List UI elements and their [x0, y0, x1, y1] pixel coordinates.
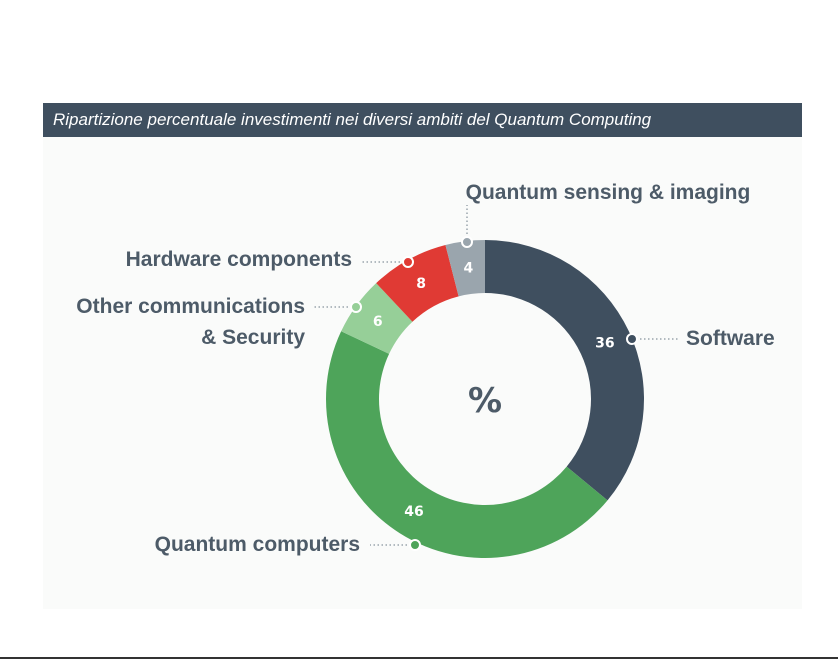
slice-label-1: Quantum computers	[155, 533, 360, 556]
slice-4	[445, 240, 485, 297]
slice-value-0: 36	[595, 336, 614, 352]
slice-1	[326, 331, 608, 558]
leader-dot-0	[626, 333, 638, 345]
slice-label-4: Quantum sensing & imaging	[466, 181, 751, 204]
leader-dot-2	[350, 301, 362, 313]
bottom-divider	[0, 657, 838, 659]
slice-3	[376, 244, 459, 322]
leader-dot-1	[409, 539, 421, 551]
slice-value-4: 4	[464, 261, 474, 277]
slice-0	[485, 240, 644, 501]
slice-value-2: 6	[373, 314, 383, 330]
slice-2	[341, 283, 413, 354]
slice-label-0: Software	[686, 327, 775, 350]
leader-dot-3	[402, 256, 414, 268]
leader-dot-4	[461, 236, 473, 248]
slice-value-1: 46	[404, 504, 423, 520]
slice-value-3: 8	[416, 276, 426, 292]
slice-label-2-line2: & Security	[201, 326, 305, 349]
slice-label-3: Hardware components	[126, 248, 352, 271]
chart-title: Ripartizione percentuale investimenti ne…	[43, 103, 802, 137]
center-label: %	[468, 381, 502, 421]
slice-label-2: Other communications	[76, 295, 305, 318]
